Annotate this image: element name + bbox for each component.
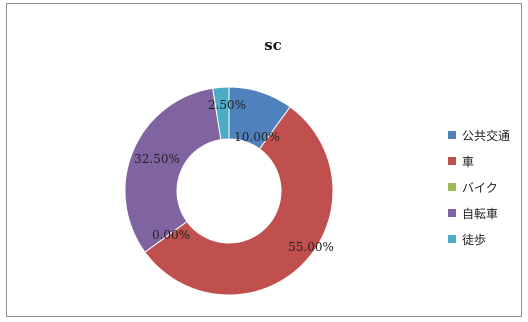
legend-swatch-1 xyxy=(448,131,456,139)
legend-swatch-4 xyxy=(448,209,456,217)
legend-label-2: 車 xyxy=(462,155,474,169)
slice-5 xyxy=(212,86,230,141)
legend-label-3: バイク xyxy=(462,181,498,195)
chart-frame: sc 10.00% 55.00% 0.00% 32.50% 2.50% 公共交通車バイク… xyxy=(6,3,522,317)
slice-2 xyxy=(144,106,334,296)
legend-swatch-5 xyxy=(448,235,456,243)
slices-group xyxy=(124,86,334,296)
data-label-3: 0.00% xyxy=(152,228,190,242)
legend-swatch-3 xyxy=(448,183,456,191)
data-label-2: 55.00% xyxy=(288,240,334,254)
chart-title: sc xyxy=(264,36,282,54)
legend-label-4: 自転車 xyxy=(462,207,498,221)
slice-4 xyxy=(124,87,222,253)
legend-label-1: 公共交通 xyxy=(462,128,510,143)
data-label-4: 32.50% xyxy=(134,152,180,166)
data-labels-group: 10.00% 55.00% 0.00% 32.50% 2.50% xyxy=(134,98,334,254)
data-label-1: 10.00% xyxy=(234,130,280,144)
legend-label-5: 徒歩 xyxy=(462,232,486,247)
doughnut-chart: sc 10.00% 55.00% 0.00% 32.50% 2.50% 公共交通車バイク… xyxy=(124,36,510,296)
data-label-5: 2.50% xyxy=(208,98,246,112)
legend-swatch-2 xyxy=(448,157,456,165)
